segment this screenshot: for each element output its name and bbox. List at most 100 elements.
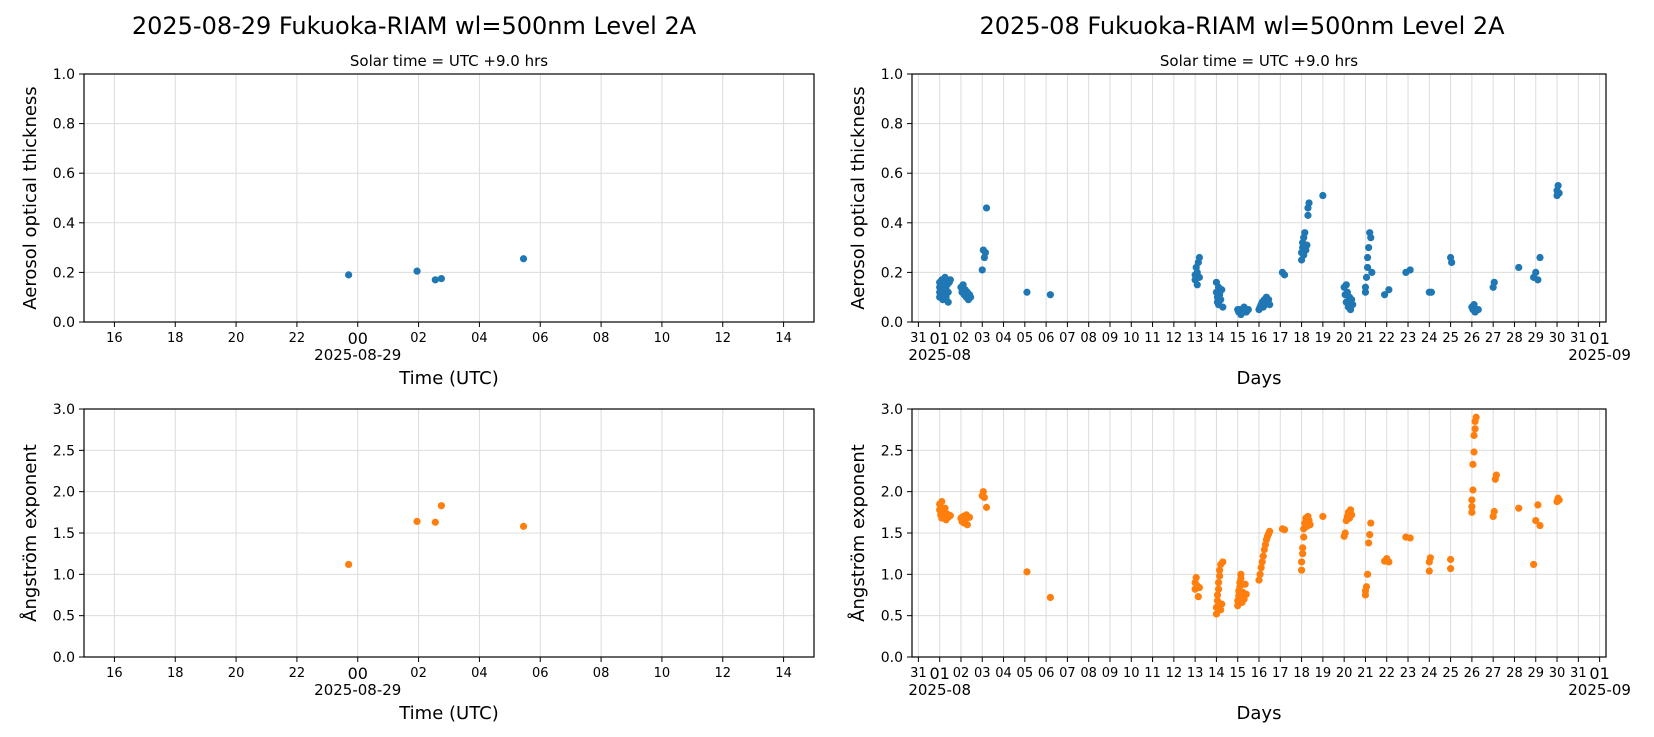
x-tick-label: 00 [348, 329, 368, 348]
data-point [944, 288, 952, 296]
x-tick-label: 02 [953, 331, 970, 346]
y-tick-label: 0.2 [881, 265, 903, 281]
x-tick-label: 19 [1315, 666, 1332, 681]
data-point [1367, 519, 1375, 527]
data-point [1219, 558, 1227, 566]
x-tick-label: 18 [167, 331, 184, 346]
panel-subtitle: Solar time = UTC +9.0 hrs [1160, 52, 1358, 70]
data-point [1214, 579, 1223, 587]
x-tick-label: 30 [1549, 666, 1566, 681]
x-axis-label: Days [1237, 368, 1282, 389]
x-tick-label: 15 [1229, 666, 1246, 681]
data-point [982, 503, 991, 511]
data-point [1299, 544, 1307, 552]
data-point [1448, 258, 1456, 267]
x-tick-label: 20 [1336, 666, 1353, 681]
y-tick-label: 0.0 [53, 315, 75, 331]
data-point [1555, 496, 1563, 504]
data-point [1468, 502, 1476, 511]
x-tick-label: 24 [1421, 666, 1438, 681]
data-point [1195, 273, 1203, 281]
data-point [1515, 263, 1523, 272]
data-point [437, 502, 445, 510]
x-tick-label: 22 [1378, 666, 1395, 681]
x-tick-label: 07 [1059, 666, 1076, 681]
data-point [1555, 189, 1563, 197]
x-tick-label: 14 [1208, 331, 1225, 346]
y-tick-label: 0.4 [53, 216, 75, 232]
y-axis-label: Ångström exponent [847, 444, 869, 622]
data-point [1214, 585, 1223, 593]
data-point [1532, 517, 1540, 525]
data-point [1363, 253, 1372, 262]
x-tick-label: 14 [775, 666, 792, 681]
data-point [1365, 539, 1373, 547]
data-point [1194, 593, 1202, 601]
x-tick-label: 28 [1506, 666, 1523, 681]
x-start-month-label: 2025-08 [908, 346, 971, 364]
data-point [1193, 281, 1201, 289]
x-tick-label: 08 [1080, 331, 1097, 346]
x-date-label: 2025-08-29 [314, 346, 401, 364]
x-tick-label: 16 [106, 666, 123, 681]
y-axis-label: Aerosol optical thickness [848, 86, 869, 309]
data-point [1297, 566, 1306, 574]
x-tick-label: 12 [1166, 666, 1183, 681]
x-tick-label: 21 [1357, 666, 1374, 681]
data-point [1385, 558, 1393, 566]
data-point [1468, 508, 1476, 516]
data-point [1280, 526, 1289, 534]
data-point [1341, 529, 1349, 537]
x-tick-label: 04 [471, 666, 488, 681]
x-tick-label: 20 [228, 331, 245, 346]
y-tick-label: 1.0 [53, 567, 75, 583]
data-point [1244, 306, 1252, 314]
x-tick-label: 17 [1272, 666, 1289, 681]
x-tick-label: 18 [1293, 666, 1310, 681]
x-tick-label: 13 [1187, 331, 1204, 346]
data-point [413, 267, 421, 275]
x-tick-label: 21 [1357, 331, 1374, 346]
data-point [1532, 268, 1540, 276]
data-point [1554, 182, 1562, 190]
data-point [1349, 301, 1357, 309]
x-tick-label: 15 [1229, 331, 1246, 346]
data-point [965, 513, 974, 521]
x-tick-label: 22 [289, 666, 306, 681]
x-end-month-label: 2025-09 [1568, 681, 1631, 699]
data-point [1266, 527, 1274, 535]
x-tick-label: 06 [1038, 331, 1055, 346]
plot-frame [83, 73, 815, 323]
data-point [1299, 550, 1307, 558]
data-point [1023, 288, 1031, 296]
data-point [1468, 496, 1476, 504]
data-point [1446, 564, 1455, 573]
data-point [1301, 229, 1309, 237]
data-point [1257, 564, 1265, 572]
data-point [1534, 501, 1542, 509]
x-tick-label: 08 [593, 666, 610, 681]
right-figure-title: 2025-08 Fukuoka-RIAM wl=500nm Level 2A [979, 12, 1505, 40]
data-point [1490, 278, 1498, 286]
data-point [1216, 572, 1224, 580]
data-point [1195, 253, 1203, 262]
data-point [1536, 253, 1544, 262]
y-tick-label: 1.5 [53, 526, 75, 542]
x-tick-label: 29 [1527, 331, 1544, 346]
data-point [413, 517, 421, 526]
x-tick-label: 01 [1589, 664, 1609, 683]
y-tick-label: 3.0 [53, 402, 75, 418]
data-point [1242, 590, 1250, 598]
x-tick-label: 08 [1080, 666, 1097, 681]
y-tick-label: 0.8 [881, 117, 903, 133]
data-point [1362, 273, 1371, 281]
x-tick-label: 16 [1251, 666, 1268, 681]
data-point [938, 497, 946, 506]
x-date-label: 2025-08-29 [314, 681, 401, 699]
data-point [946, 276, 954, 284]
data-point [519, 255, 528, 263]
y-tick-label: 1.0 [881, 67, 903, 83]
data-point [1472, 413, 1480, 421]
x-tick-label: 25 [1442, 331, 1459, 346]
